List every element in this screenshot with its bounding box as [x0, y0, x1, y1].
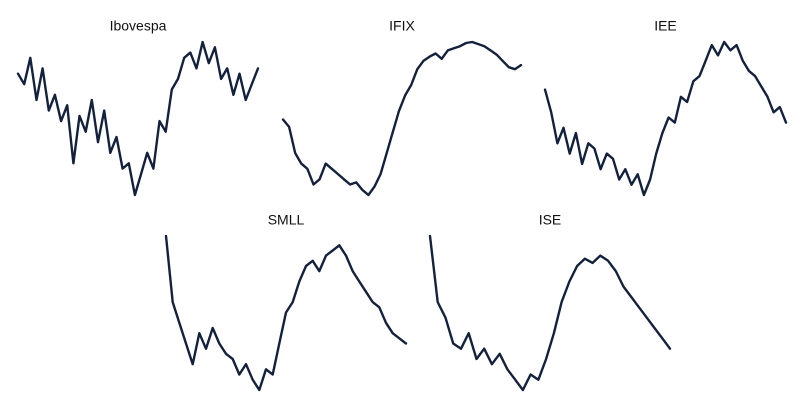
chart-title: ISE: [539, 212, 562, 228]
series-line: [428, 234, 672, 392]
series-line: [16, 40, 260, 197]
chart-title: IEE: [654, 18, 677, 34]
chart-title: SMLL: [268, 212, 305, 228]
series-line: [281, 40, 523, 197]
chart-title: IFIX: [389, 18, 415, 34]
chart-title: Ibovespa: [110, 18, 167, 34]
series-line: [543, 40, 788, 197]
series-line: [164, 234, 408, 392]
